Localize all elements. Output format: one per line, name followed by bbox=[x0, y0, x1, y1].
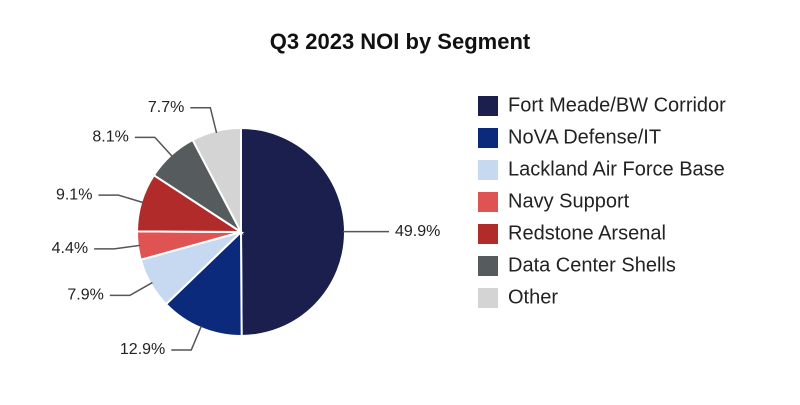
legend-swatch bbox=[478, 96, 498, 116]
legend-label: Fort Meade/BW Corridor bbox=[508, 94, 726, 116]
legend-label: NoVA Defense/IT bbox=[508, 126, 661, 148]
data-label: 7.9% bbox=[67, 287, 103, 304]
legend-swatch bbox=[478, 160, 498, 180]
data-label: 9.1% bbox=[56, 186, 92, 203]
legend-label: Navy Support bbox=[508, 190, 630, 212]
legend-swatch bbox=[478, 256, 498, 276]
legend-swatch bbox=[478, 288, 498, 308]
data-label: 8.1% bbox=[92, 129, 128, 146]
legend-swatch bbox=[478, 128, 498, 148]
data-label: 49.9% bbox=[395, 223, 440, 240]
legend-label: Data Center Shells bbox=[508, 254, 676, 276]
legend-label: Redstone Arsenal bbox=[508, 222, 666, 244]
legend-swatch bbox=[478, 224, 498, 244]
chart-title: Q3 2023 NOI by Segment bbox=[270, 29, 531, 54]
legend-label: Lackland Air Force Base bbox=[508, 158, 725, 180]
data-label: 12.9% bbox=[120, 341, 165, 358]
data-label: 7.7% bbox=[148, 99, 184, 116]
legend-label: Other bbox=[508, 286, 558, 308]
legend-swatch bbox=[478, 192, 498, 212]
data-label: 4.4% bbox=[52, 240, 88, 257]
